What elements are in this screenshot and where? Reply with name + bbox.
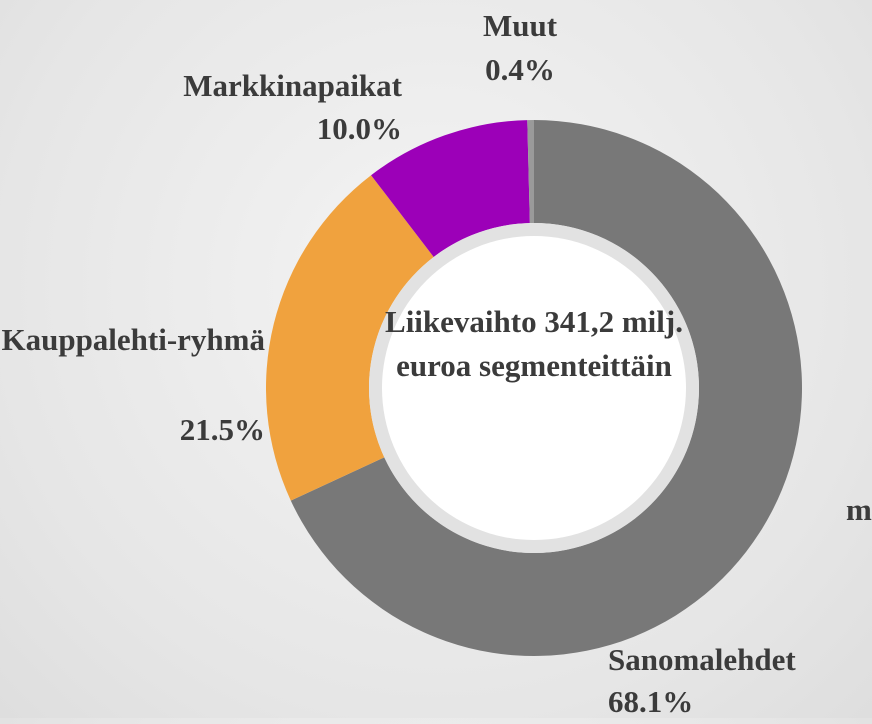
slice-label: Markkinapaikat [183, 68, 402, 103]
value-label: 10.0% [316, 111, 402, 146]
value-label: 21.5% [179, 412, 265, 447]
value-label: 68.1% [608, 684, 694, 719]
value-label: 0.4% [485, 52, 555, 87]
slice [265, 175, 434, 501]
center-hole [382, 236, 686, 540]
slice [290, 120, 802, 656]
chart-title: Liikevaihto 341,2 milj. euroa segmenteit… [385, 304, 683, 383]
slice-label: Muut [482, 8, 558, 43]
slice-label: Sanomalehdet [608, 642, 796, 677]
slice-label: Kauppalehti-ryhmä [1, 322, 265, 357]
annotation: m [846, 492, 872, 527]
slice [527, 120, 534, 224]
slice [371, 120, 530, 257]
